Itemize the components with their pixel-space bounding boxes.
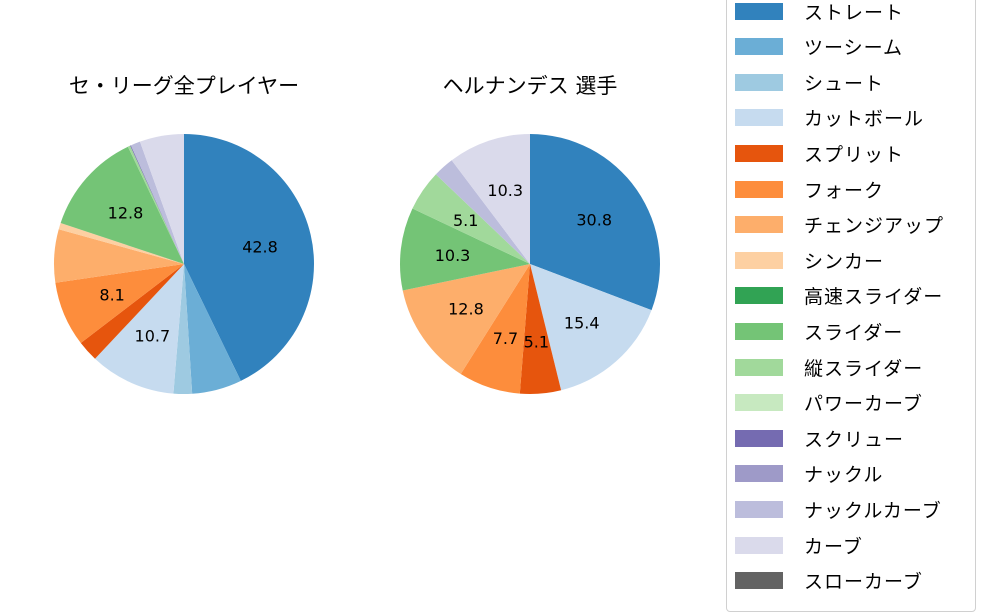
legend-label: パワーカーブ [804, 393, 923, 416]
legend-item: チェンジアップ [735, 213, 944, 237]
legend-label: フォーク [804, 179, 885, 202]
chart-legend: ストレートツーシームシュートカットボール スプリットフォークチェンジアップ シンカー… [726, 0, 976, 612]
legend-label: スプリット [804, 143, 905, 166]
legend-swatch [735, 109, 783, 127]
legend-swatch [735, 73, 783, 91]
pie-slice [412, 174, 530, 264]
legend-swatch [735, 394, 783, 412]
legend-label: 高速スライダー [804, 286, 944, 309]
legend-swatch [735, 251, 783, 269]
left-pie-title: セ・リーグ全プレイヤー [68, 74, 300, 98]
legend-item: スライダー [735, 319, 904, 344]
legend-item: カーブ [735, 533, 863, 558]
legend-item: フォーク [735, 177, 885, 202]
pie-slice-value-label: 10.7 [135, 326, 171, 345]
legend-item: スローカーブ [735, 569, 923, 593]
player-pitch-pie-chart: 30.8 15.4 5.1 7.7 12.8 10.3 5.1 10.3 [399, 134, 661, 394]
pie-slice-value-label: 8.1 [99, 285, 124, 304]
pie-slice-value-label: 7.7 [493, 329, 518, 348]
legend-item: カットボール [735, 106, 924, 130]
legend-label: ストレート [804, 1, 905, 24]
pie-slice-value-label: 10.3 [435, 246, 471, 265]
legend-swatch [735, 572, 783, 590]
pie-slice-value-label: 15.4 [564, 313, 600, 332]
pie-slice [80, 264, 184, 359]
legend-label: ナックル [804, 464, 884, 487]
legend-item: ストレート [735, 0, 905, 24]
pie-slice-value-label: 30.8 [576, 211, 612, 230]
legend-swatch [735, 216, 783, 234]
legend-item: スプリット [735, 141, 905, 166]
pie-slice [519, 264, 562, 394]
pie-slice [530, 264, 652, 391]
pie-slice-value-label: 42.8 [242, 238, 278, 257]
legend-label: カットボール [804, 108, 925, 131]
legend-label: シュート [804, 72, 885, 95]
pie-slice [130, 141, 184, 264]
legend-item: シンカー [735, 248, 885, 273]
pie-slice [54, 229, 185, 283]
legend-swatch [735, 38, 783, 56]
legend-label: シンカー [804, 250, 885, 273]
legend-item: ナックルカーブ [735, 497, 942, 522]
pie-slice [435, 160, 530, 264]
legend-label: 縦スライダー [804, 357, 924, 380]
legend-item: ナックル [735, 462, 883, 486]
pie-slice-value-label: 10.3 [487, 181, 523, 200]
legend-swatch [735, 500, 783, 518]
pie-slice-value-label: 12.8 [108, 203, 144, 222]
legend-item: シュート [735, 70, 885, 95]
pie-slice [55, 264, 185, 344]
legend-swatch [735, 465, 783, 483]
legend-label: スライダー [804, 321, 904, 344]
pie-slice [95, 264, 184, 394]
legend-swatch [735, 322, 783, 340]
pie-slice [173, 264, 193, 394]
legend-label: ナックルカーブ [804, 499, 942, 522]
legend-label: カーブ [804, 535, 863, 558]
legend-label: スクリュー [804, 428, 905, 451]
pie-slice [530, 134, 661, 311]
legend-label: チェンジアップ [804, 215, 945, 238]
legend-item: 縦スライダー [735, 355, 924, 380]
legend-swatch [735, 358, 783, 376]
legend-swatch [735, 144, 783, 162]
legend-swatch [735, 287, 783, 305]
pie-slice [127, 145, 184, 264]
pie-slice [399, 208, 530, 291]
pie-slice [460, 264, 530, 394]
pie-slice [184, 264, 241, 394]
legend-item: ツーシーム [735, 35, 903, 59]
pie-slice-value-label: 5.1 [453, 211, 478, 230]
legend-item: スクリュー [735, 426, 905, 451]
right-pie-title: ヘルナンデス 選手 [442, 74, 618, 98]
pie-slice-value-label: 5.1 [524, 333, 549, 352]
legend-label: スローカーブ [804, 571, 923, 594]
legend-swatch [735, 2, 783, 20]
pie-slice [139, 134, 184, 264]
pie-slice [130, 145, 184, 264]
pie-slice-value-label: 12.8 [448, 300, 484, 319]
legend-item: 高速スライダー [735, 284, 943, 308]
legend-item: パワーカーブ [735, 391, 923, 415]
pie-slice [60, 146, 184, 264]
pie-slice [58, 223, 184, 264]
pie-slice [184, 134, 314, 381]
legend-swatch [735, 429, 783, 447]
legend-swatch [735, 536, 783, 554]
league-pitch-pie-chart: 42.8 10.7 8.1 12.8 [54, 134, 314, 394]
pie-slice [402, 264, 530, 375]
pie-slice [451, 134, 530, 264]
legend-swatch [735, 180, 783, 198]
legend-label: ツーシーム [804, 37, 904, 60]
